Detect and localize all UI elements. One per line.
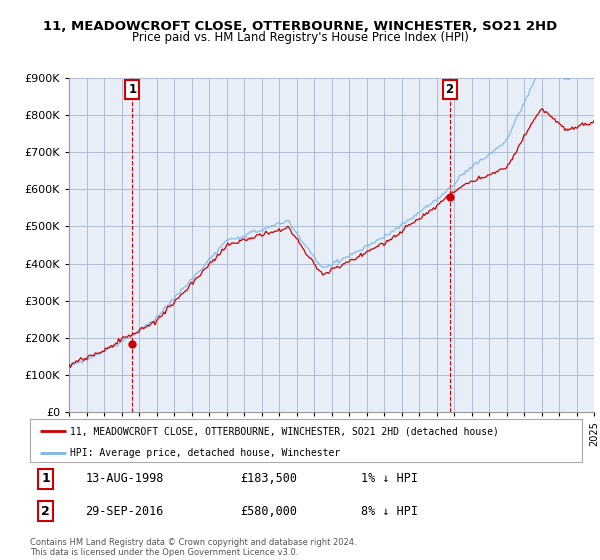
Text: 1% ↓ HPI: 1% ↓ HPI	[361, 473, 418, 486]
Text: 1: 1	[128, 83, 136, 96]
Text: 13-AUG-1998: 13-AUG-1998	[85, 473, 164, 486]
Text: £183,500: £183,500	[240, 473, 297, 486]
Text: 11, MEADOWCROFT CLOSE, OTTERBOURNE, WINCHESTER, SO21 2HD: 11, MEADOWCROFT CLOSE, OTTERBOURNE, WINC…	[43, 20, 557, 32]
Text: HPI: Average price, detached house, Winchester: HPI: Average price, detached house, Winc…	[70, 447, 340, 458]
Text: 29-SEP-2016: 29-SEP-2016	[85, 505, 164, 517]
Text: 2: 2	[41, 505, 50, 517]
Text: Contains HM Land Registry data © Crown copyright and database right 2024.
This d: Contains HM Land Registry data © Crown c…	[30, 538, 356, 557]
Text: 2: 2	[446, 83, 454, 96]
Text: 11, MEADOWCROFT CLOSE, OTTERBOURNE, WINCHESTER, SO21 2HD (detached house): 11, MEADOWCROFT CLOSE, OTTERBOURNE, WINC…	[70, 426, 499, 436]
Text: 8% ↓ HPI: 8% ↓ HPI	[361, 505, 418, 517]
Text: £580,000: £580,000	[240, 505, 297, 517]
Text: Price paid vs. HM Land Registry's House Price Index (HPI): Price paid vs. HM Land Registry's House …	[131, 31, 469, 44]
Text: 1: 1	[41, 473, 50, 486]
